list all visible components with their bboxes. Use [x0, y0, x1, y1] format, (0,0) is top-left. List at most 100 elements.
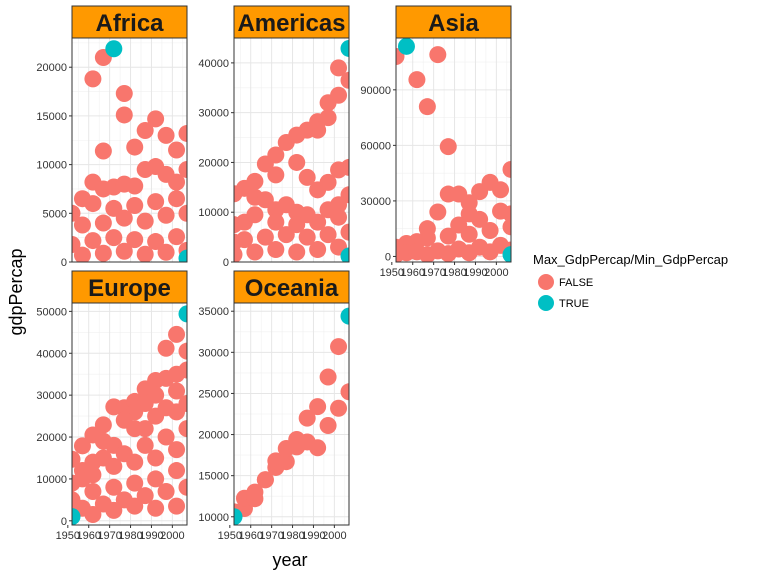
facet-strip-africa — [71, 5, 188, 39]
points-asia — [396, 38, 511, 262]
facet-label-africa: Africa — [95, 10, 164, 37]
x-tick-label: 1970 — [259, 530, 283, 542]
data-point-false — [288, 243, 306, 261]
data-point-false — [256, 228, 274, 246]
data-point-false — [157, 399, 175, 417]
data-point-false — [136, 160, 154, 178]
data-point-false — [115, 209, 133, 227]
data-point-false — [330, 86, 348, 104]
data-point-false — [277, 226, 295, 244]
y-tick-label: 10000 — [198, 207, 229, 219]
data-point-false — [168, 462, 186, 480]
data-point-false — [429, 203, 447, 221]
y-tick-label: 10000 — [36, 160, 67, 172]
facet-strip-americas — [233, 5, 350, 39]
y-tick-label: 10000 — [36, 474, 67, 486]
data-point-false — [157, 243, 175, 261]
data-point-false — [126, 497, 144, 515]
data-point-false — [115, 85, 133, 103]
y-tick-label: 50000 — [36, 306, 67, 318]
data-point-false — [147, 193, 165, 211]
x-tick-label: 1990 — [463, 267, 487, 279]
data-point-true — [502, 246, 511, 262]
data-point-true — [72, 508, 81, 525]
facet-label-europe: Europe — [88, 275, 171, 302]
data-point-false — [330, 338, 348, 356]
data-point-false — [84, 195, 102, 213]
y-tick-label: 30000 — [198, 108, 229, 120]
y-tick-label: 0 — [385, 251, 391, 263]
y-tick-label: 20000 — [198, 157, 229, 169]
data-point-false — [157, 126, 175, 144]
data-point-false — [84, 482, 102, 500]
data-point-false — [94, 244, 112, 262]
legend-title: Max_GdpPercap/Min_GdpPercap — [533, 252, 728, 267]
data-point-false — [330, 161, 348, 179]
data-point-false — [157, 428, 175, 446]
data-point-false — [309, 241, 327, 259]
data-point-false — [330, 208, 348, 226]
y-tick-label: 15000 — [198, 471, 229, 483]
data-point-false — [136, 122, 154, 140]
data-point-false — [309, 121, 327, 139]
x-tick-label: 1960 — [400, 267, 424, 279]
data-point-false — [168, 441, 186, 459]
data-point-false — [147, 110, 165, 128]
data-point-false — [319, 173, 337, 191]
legend-label-false: FALSE — [559, 277, 593, 289]
data-point-false — [267, 213, 285, 231]
data-point-false — [105, 229, 123, 247]
data-point-false — [136, 487, 154, 505]
data-point-false — [178, 478, 187, 496]
x-tick-label: 1960 — [76, 530, 100, 542]
facet-strip-asia — [395, 5, 512, 39]
data-point-true — [340, 307, 349, 325]
data-point-false — [439, 245, 457, 262]
data-point-false — [105, 501, 123, 519]
data-point-false — [267, 241, 285, 259]
facet-strip-oceania — [233, 270, 350, 304]
data-point-false — [94, 416, 112, 434]
data-point-false — [178, 361, 187, 379]
data-point-false — [115, 242, 133, 260]
data-point-false — [460, 244, 478, 262]
data-point-false — [246, 243, 264, 261]
data-point-false — [340, 71, 349, 89]
points-europe — [72, 305, 187, 525]
data-point-false — [168, 173, 186, 191]
y-tick-label: 0 — [61, 516, 67, 528]
data-point-false — [126, 177, 144, 195]
data-point-true — [234, 508, 243, 525]
x-tick-label: 2000 — [160, 530, 184, 542]
x-tick-label: 1950 — [380, 267, 404, 279]
data-point-false — [136, 436, 154, 454]
data-point-false — [126, 474, 144, 492]
y-tick-label: 10000 — [198, 512, 229, 524]
data-point-false — [168, 228, 186, 246]
y-axis-title: gdpPercap — [6, 248, 26, 335]
data-point-false — [481, 243, 499, 261]
data-point-false — [460, 205, 478, 223]
data-point-false — [136, 245, 154, 262]
data-point-false — [319, 417, 337, 435]
facet-strip-europe — [71, 270, 188, 304]
data-point-false — [105, 457, 123, 475]
points-oceania — [234, 307, 349, 525]
data-point-false — [502, 218, 511, 236]
data-point-false — [246, 206, 264, 224]
data-point-false — [157, 339, 175, 357]
data-point-false — [136, 212, 154, 230]
data-point-false — [439, 227, 457, 245]
data-point-false — [178, 204, 187, 222]
data-point-false — [277, 134, 295, 152]
y-tick-label: 30000 — [198, 347, 229, 359]
data-point-false — [105, 478, 123, 496]
points-africa — [72, 40, 187, 262]
data-point-false — [136, 420, 154, 438]
data-point-false — [418, 246, 436, 262]
data-point-false — [126, 138, 144, 156]
data-point-false — [147, 449, 165, 467]
data-point-false — [340, 383, 349, 401]
data-point-false — [309, 398, 327, 416]
